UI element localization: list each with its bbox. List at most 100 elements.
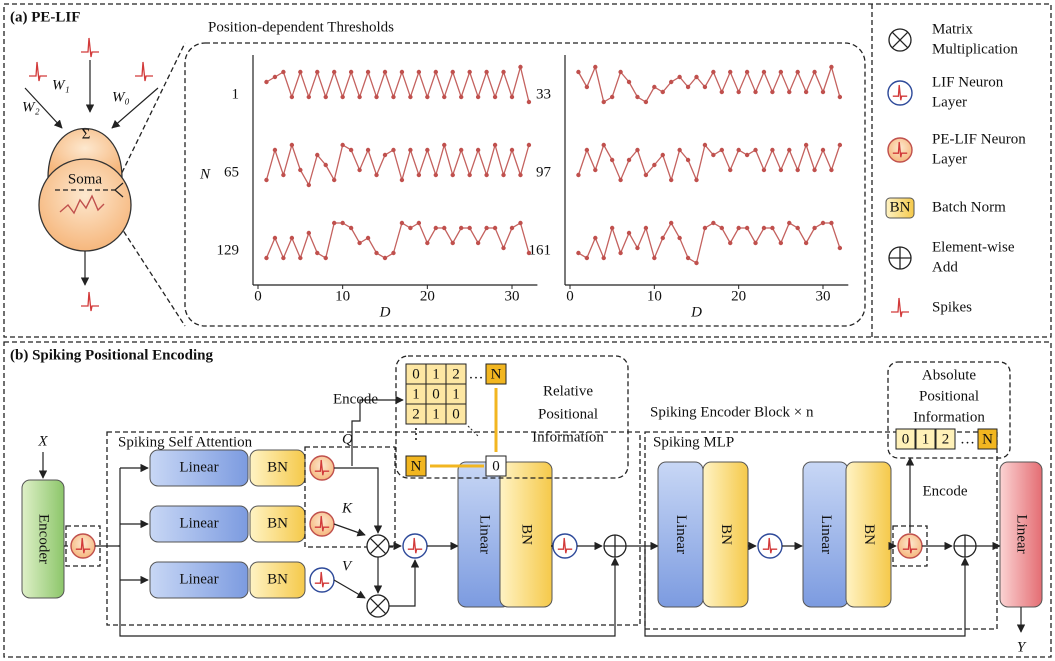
threshold-point bbox=[779, 70, 783, 74]
threshold-point bbox=[787, 148, 791, 152]
threshold-point bbox=[374, 95, 378, 99]
matrix-cell-text: N bbox=[491, 366, 502, 382]
threshold-point bbox=[602, 256, 606, 260]
threshold-point bbox=[753, 148, 757, 152]
matrix-cell-text: 1 bbox=[432, 366, 440, 382]
threshold-point bbox=[610, 226, 614, 230]
threshold-point bbox=[434, 226, 438, 230]
threshold-point bbox=[627, 231, 631, 235]
threshold-point bbox=[324, 163, 328, 167]
threshold-curve bbox=[578, 145, 839, 180]
threshold-point bbox=[593, 65, 597, 69]
q-label: Q bbox=[342, 431, 353, 447]
threshold-point bbox=[736, 226, 740, 230]
threshold-point bbox=[711, 153, 715, 157]
threshold-point bbox=[307, 231, 311, 235]
matrix-cell-text: 1 bbox=[432, 406, 440, 422]
v-label: V bbox=[342, 558, 353, 574]
linear-label: Linear bbox=[818, 515, 834, 554]
threshold-curve bbox=[578, 223, 839, 263]
threshold-point bbox=[770, 90, 774, 94]
legend-label: Matrix bbox=[932, 21, 973, 37]
threshold-point bbox=[518, 65, 522, 69]
matrix-cell-text: 0 bbox=[432, 386, 440, 402]
threshold-point bbox=[484, 70, 488, 74]
threshold-point bbox=[434, 70, 438, 74]
threshold-point bbox=[400, 70, 404, 74]
threshold-point bbox=[661, 236, 665, 240]
threshold-point bbox=[821, 148, 825, 152]
matrix-cell-text: 0 bbox=[412, 366, 420, 382]
threshold-point bbox=[484, 173, 488, 177]
threshold-point bbox=[644, 100, 648, 104]
threshold-point bbox=[787, 90, 791, 94]
threshold-point bbox=[442, 95, 446, 99]
threshold-point bbox=[366, 70, 370, 74]
x-tick-label: 0 bbox=[566, 288, 574, 304]
threshold-point bbox=[374, 251, 378, 255]
threshold-point bbox=[527, 100, 531, 104]
threshold-point bbox=[391, 251, 395, 255]
threshold-point bbox=[720, 90, 724, 94]
panel-a-frame bbox=[4, 4, 1051, 337]
threshold-point bbox=[829, 65, 833, 69]
threshold-point bbox=[459, 148, 463, 152]
threshold-point bbox=[425, 148, 429, 152]
threshold-point bbox=[745, 70, 749, 74]
x-tick-label: 10 bbox=[647, 288, 662, 304]
matrix-cell-text: N bbox=[411, 458, 422, 474]
threshold-point bbox=[677, 75, 681, 79]
threshold-point bbox=[315, 70, 319, 74]
threshold-point bbox=[576, 70, 580, 74]
threshold-point bbox=[829, 168, 833, 172]
input-label: X bbox=[37, 433, 48, 449]
threshold-point bbox=[829, 221, 833, 225]
x-axis-label: D bbox=[379, 304, 391, 320]
threshold-point bbox=[669, 221, 673, 225]
weight-label: W₀ bbox=[112, 89, 130, 105]
threshold-point bbox=[518, 221, 522, 225]
threshold-point bbox=[694, 261, 698, 265]
absolute-label: Absolute bbox=[922, 367, 977, 383]
relative-label: Positional bbox=[538, 406, 598, 422]
legend-label: PE-LIF Neuron bbox=[932, 131, 1026, 147]
threshold-point bbox=[669, 80, 673, 84]
threshold-point bbox=[383, 153, 387, 157]
threshold-point bbox=[618, 70, 622, 74]
threshold-point bbox=[290, 236, 294, 240]
batch-norm-label: BN bbox=[267, 515, 288, 531]
threshold-point bbox=[618, 178, 622, 182]
spike-icon bbox=[135, 62, 153, 81]
threshold-point bbox=[273, 236, 277, 240]
threshold-point bbox=[728, 241, 732, 245]
threshold-point bbox=[593, 168, 597, 172]
threshold-point bbox=[711, 221, 715, 225]
threshold-point bbox=[315, 153, 319, 157]
threshold-point bbox=[493, 226, 497, 230]
threshold-point bbox=[635, 148, 639, 152]
threshold-point bbox=[694, 75, 698, 79]
zoom-line bbox=[115, 218, 185, 326]
threshold-point bbox=[467, 226, 471, 230]
threshold-point bbox=[315, 251, 319, 255]
threshold-point bbox=[264, 256, 268, 260]
threshold-point bbox=[762, 226, 766, 230]
threshold-point bbox=[357, 241, 361, 245]
threshold-point bbox=[652, 163, 656, 167]
connector bbox=[334, 468, 378, 533]
threshold-point bbox=[677, 236, 681, 240]
threshold-point bbox=[501, 70, 505, 74]
spike-icon bbox=[81, 38, 99, 57]
threshold-curve bbox=[266, 223, 528, 258]
threshold-point bbox=[753, 241, 757, 245]
threshold-point bbox=[527, 143, 531, 147]
linear-label: Linear bbox=[179, 571, 218, 587]
threshold-point bbox=[728, 168, 732, 172]
threshold-point bbox=[635, 246, 639, 250]
x-tick-label: 20 bbox=[731, 288, 746, 304]
threshold-point bbox=[510, 226, 514, 230]
threshold-point bbox=[610, 158, 614, 162]
threshold-point bbox=[661, 153, 665, 157]
linear-label: Linear bbox=[179, 515, 218, 531]
threshold-point bbox=[366, 148, 370, 152]
